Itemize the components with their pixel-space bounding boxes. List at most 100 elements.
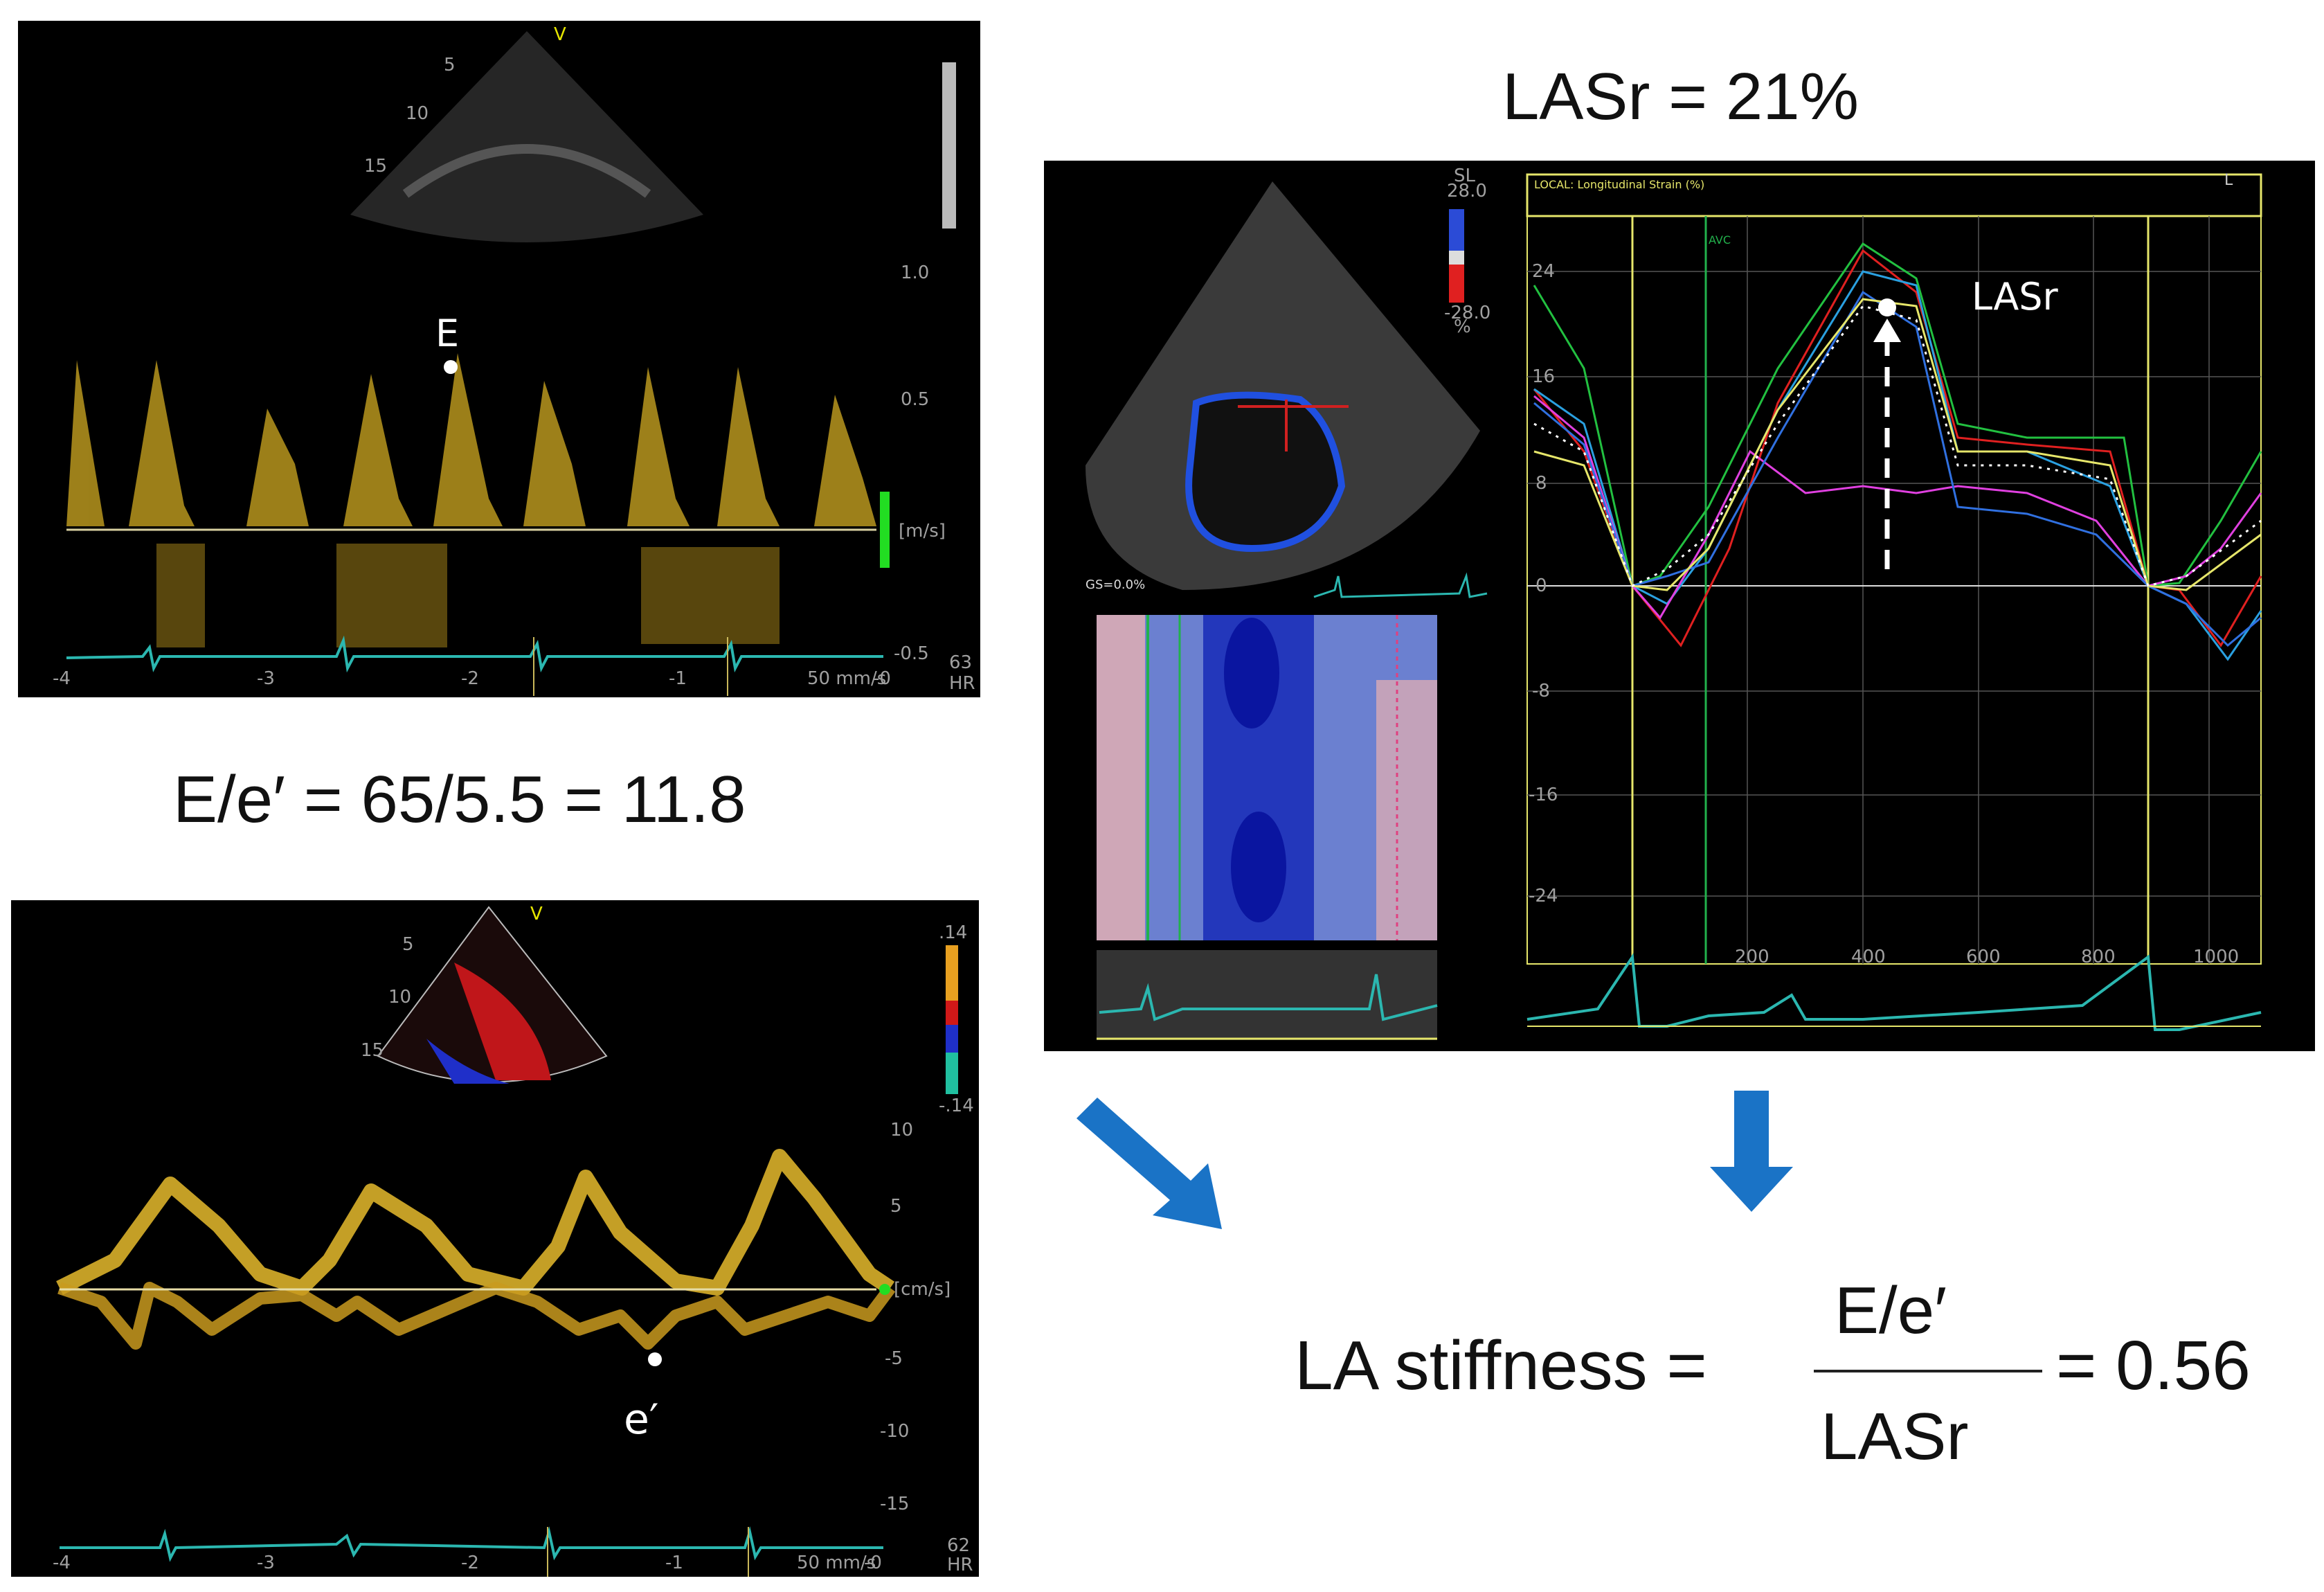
la-stiffness-lhs: LA stiffness = — [1295, 1327, 1707, 1404]
tissue-doppler-panel: V 5 10 15 .14 -.14 10 5 [cm/s] -5 -10 -1… — [11, 900, 979, 1577]
sweep-speed: 50 mm/s — [807, 668, 886, 689]
colorbar-unit: % — [1454, 316, 1471, 337]
colorbar-label: SL — [1454, 166, 1476, 186]
baseline-marker — [879, 1284, 890, 1295]
down-arrow — [1710, 1091, 1793, 1212]
view-marker: V — [530, 904, 543, 924]
ecg-strip — [1097, 950, 1437, 1040]
e-wave-point — [444, 360, 458, 374]
time-tick: -0 — [873, 668, 891, 689]
depth-tick: 10 — [388, 987, 411, 1008]
colorbar-top: 28.0 — [1447, 181, 1487, 202]
tdi-negative-trace — [57, 1282, 896, 1350]
eprime-label: e′ — [624, 1395, 659, 1444]
strain-y-tick: 8 — [1535, 473, 1547, 494]
hr-label: HR — [947, 1555, 973, 1575]
velocity-tick: -15 — [880, 1494, 909, 1514]
grayscale-bar — [942, 62, 956, 229]
velocity-tick: 1.0 — [901, 262, 929, 283]
fraction-bar — [1814, 1370, 2042, 1372]
strain-graphic: SL 28.0 -28.0 % GS=0.0% LOCAL: Longitudi… — [1086, 166, 2262, 1040]
strain-colorbar-negative — [1449, 209, 1464, 251]
time-tick: -3 — [257, 668, 275, 689]
strain-x-tick: 200 — [1735, 947, 1769, 967]
la-contour — [1185, 391, 1346, 553]
depth-tick: 15 — [364, 156, 387, 177]
arrow-blue-diagonal — [1077, 1098, 1222, 1229]
velocity-tick: 0.5 — [901, 389, 929, 410]
strain-x-tick: 400 — [1851, 947, 1886, 967]
velocity-tick: -0.5 — [894, 643, 929, 664]
strain-y-tick: -8 — [1532, 681, 1550, 701]
graph-corner-label: L — [2224, 172, 2233, 189]
strain-y-tick: 16 — [1532, 366, 1555, 387]
segmental-strain-curves — [1533, 242, 2262, 661]
lasr-label: LASr — [1972, 275, 2059, 319]
strain-y-tick: 0 — [1535, 575, 1547, 596]
time-tick: -0 — [864, 1553, 882, 1573]
velocity-tick: -5 — [885, 1348, 903, 1369]
velocity-tick: 10 — [890, 1120, 913, 1141]
tdi-positive-trace — [56, 1149, 895, 1296]
baseline-marker — [880, 492, 890, 568]
time-tick: -4 — [53, 668, 71, 689]
velocity-unit: [cm/s] — [894, 1279, 951, 1300]
time-tick: -2 — [461, 668, 479, 689]
depth-tick: 15 — [361, 1040, 384, 1061]
gs-label: GS=0.0% — [1086, 578, 1145, 592]
color-scale-top: .14 — [939, 922, 967, 943]
time-tick: -1 — [665, 1553, 683, 1573]
e-over-eprime-equation: E/e′ = 65/5.5 = 11.8 — [173, 762, 746, 837]
la-strain-panel: SL 28.0 -28.0 % GS=0.0% LOCAL: Longitudi… — [1044, 161, 2315, 1051]
below-baseline-signal — [156, 544, 780, 647]
strain-y-tick: -16 — [1529, 785, 1558, 805]
strain-y-tick: 24 — [1532, 261, 1555, 282]
view-marker: V — [554, 24, 566, 45]
ecg-trace — [60, 1526, 883, 1562]
ecg-trace — [1526, 953, 2262, 1031]
sector-tissue — [402, 144, 651, 198]
strain-y-tick: -24 — [1529, 886, 1558, 906]
lasr-arrow-head — [1873, 319, 1901, 342]
color-scale-positive — [946, 945, 958, 1001]
hr-label: HR — [949, 673, 975, 694]
color-scale-bottom: -.14 — [939, 1095, 974, 1116]
time-tick: -2 — [461, 1553, 479, 1573]
velocity-tick: -10 — [880, 1421, 909, 1442]
graph-frame — [1526, 215, 2262, 965]
depth-tick: 5 — [402, 934, 414, 955]
arrow-blue-down — [1710, 1091, 1793, 1212]
hr-value: 63 — [949, 652, 972, 673]
velocity-tick: 5 — [890, 1196, 902, 1217]
lasr-point — [1878, 298, 1896, 316]
sweep-speed: 50 mm/s — [797, 1553, 876, 1573]
tissue-doppler-graphic: V 5 10 15 .14 -.14 10 5 [cm/s] -5 -10 -1… — [53, 904, 974, 1577]
la-stiffness-result: = 0.56 — [2056, 1327, 2251, 1404]
mitral-doppler-graphic: V 5 10 15 1.0 0.5 [m/s] -0.5 — [53, 24, 975, 696]
time-tick: -4 — [53, 1553, 71, 1573]
hr-value: 62 — [947, 1535, 970, 1556]
e-wave-label: E — [435, 312, 459, 355]
la-stiffness-numerator: E/e′ — [1835, 1273, 1947, 1348]
strain-colorbar-positive — [1449, 265, 1464, 303]
lasr-value: LASr = 21% — [1502, 60, 1859, 134]
velocity-unit: [m/s] — [899, 521, 946, 542]
ecg-trace — [66, 635, 883, 673]
time-tick: -3 — [257, 1553, 275, 1573]
mitral-inflow-doppler-panel: V 5 10 15 1.0 0.5 [m/s] -0.5 — [18, 21, 980, 697]
color-blue-region — [426, 1039, 510, 1084]
depth-tick: 10 — [406, 103, 429, 124]
strain-x-tick: 800 — [2081, 947, 2116, 967]
apical-sector-thumbnail — [350, 31, 703, 242]
strain-x-tick: 1000 — [2193, 947, 2239, 967]
eprime-point — [648, 1352, 662, 1366]
color-red-region — [454, 963, 551, 1080]
strain-x-tick: 600 — [1966, 947, 2001, 967]
depth-tick: 5 — [444, 55, 456, 75]
avc-label: AVC — [1709, 233, 1731, 247]
diagonal-arrow — [1077, 1098, 1222, 1229]
mitral-flow-envelope — [66, 353, 876, 526]
colorbar-bottom: -28.0 — [1444, 303, 1490, 323]
time-tick: -1 — [669, 668, 687, 689]
la-stiffness-denominator: LASr — [1821, 1399, 1969, 1474]
